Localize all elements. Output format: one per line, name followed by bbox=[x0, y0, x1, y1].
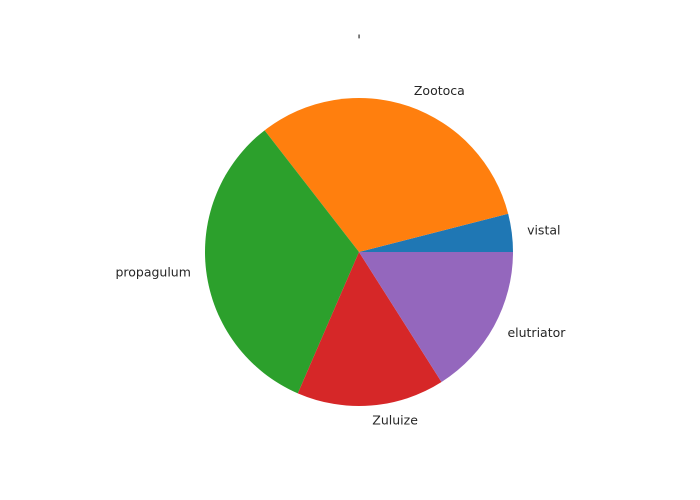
pie-slice-zootoca bbox=[264, 97, 509, 252]
pie-label-elutriator: elutriator bbox=[507, 325, 566, 340]
pie-labels: vistal Zootoca propagulum Zuluize elutriator bbox=[115, 83, 566, 427]
pie-slice-zuluize bbox=[297, 252, 442, 406]
pie-slice-vistal bbox=[359, 213, 513, 252]
pie-label-zuluize: Zuluize bbox=[372, 412, 418, 427]
pie-label-propagulum: propagulum bbox=[115, 265, 190, 280]
pie-slices bbox=[204, 97, 513, 406]
chart-title: ' bbox=[357, 33, 361, 49]
pie-label-zootoca: Zootoca bbox=[414, 83, 465, 98]
pie-slice-elutriator bbox=[359, 252, 513, 383]
pie-slice-propagulum bbox=[204, 130, 359, 394]
pie-label-vistal: vistal bbox=[527, 222, 560, 237]
